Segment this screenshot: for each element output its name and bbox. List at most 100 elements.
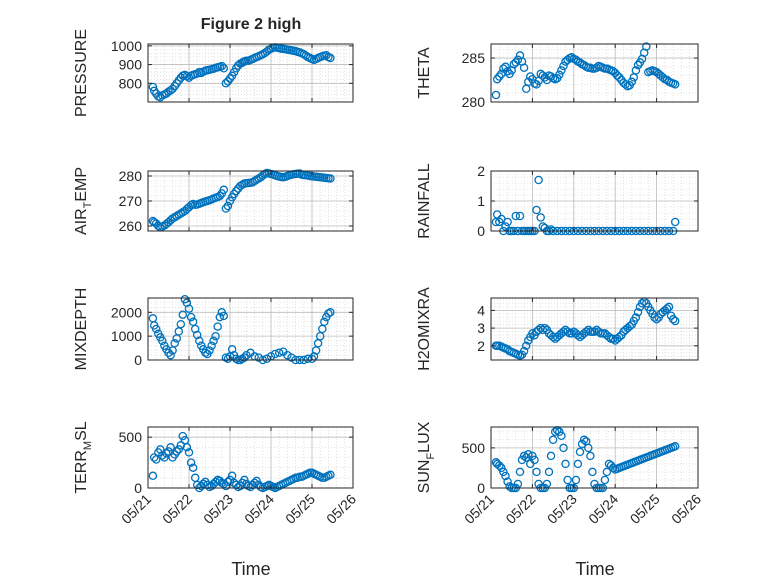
data-point xyxy=(223,477,233,487)
y-tick-label: 500 xyxy=(462,440,486,456)
y-tick-label: 0 xyxy=(134,480,142,496)
data-point xyxy=(184,304,194,313)
data-point xyxy=(608,66,618,76)
y-tick-label: 280 xyxy=(119,168,143,184)
y-axis-label: H2OMIXRA xyxy=(416,287,433,371)
axes-box xyxy=(490,297,699,361)
data-point xyxy=(252,175,261,185)
subplot-air-temp: 260 270 280 AIRTEMP xyxy=(73,167,354,235)
data-point xyxy=(283,350,292,360)
data-point xyxy=(501,62,510,72)
data-point xyxy=(563,327,572,336)
data-point xyxy=(497,463,506,473)
data-point xyxy=(555,427,564,437)
data-point xyxy=(532,467,541,477)
data-point xyxy=(555,70,564,80)
data-point xyxy=(670,80,680,89)
data-point xyxy=(536,213,545,222)
subplot-mixdepth: 0 1000 2000 MIXDEPTH xyxy=(73,288,354,370)
data-point xyxy=(627,77,637,87)
data-point xyxy=(519,346,529,356)
subplot-h2omixra: 2 3 4 H2OMIXRA xyxy=(416,287,699,371)
data-point xyxy=(242,350,251,360)
data-point xyxy=(588,467,597,477)
data-point xyxy=(557,431,566,441)
data-point xyxy=(254,353,263,362)
y-axis-label: THETA xyxy=(416,47,433,99)
data-point xyxy=(238,180,247,190)
y-tick-label: 3 xyxy=(477,320,485,336)
y-tick-label: 2 xyxy=(477,163,485,179)
figure-title: Figure 2 high xyxy=(201,16,301,33)
y-tick-label: 900 xyxy=(119,57,143,73)
data-point xyxy=(528,451,537,461)
data-point xyxy=(544,467,554,477)
y-axis-label: PRESSURE xyxy=(73,29,90,117)
data-point xyxy=(513,55,523,65)
y-tick-label: 2 xyxy=(477,338,485,354)
data-point xyxy=(219,64,229,73)
axes-box xyxy=(490,43,699,103)
y-axis-label: SUNFLUX xyxy=(416,421,437,493)
data-point xyxy=(240,475,249,485)
data-point xyxy=(608,463,618,473)
data-point xyxy=(160,453,169,462)
data-point xyxy=(166,443,175,452)
data-point xyxy=(573,459,583,469)
data-point xyxy=(546,451,556,461)
data-point xyxy=(642,42,651,51)
data-point xyxy=(652,315,661,324)
data-point xyxy=(217,61,227,71)
data-point xyxy=(207,341,216,350)
data-point xyxy=(631,66,641,75)
data-point xyxy=(186,312,196,322)
data-point xyxy=(184,448,194,457)
data-point xyxy=(524,450,533,459)
subplot-rainfall: 0 1 2 RAINFALL xyxy=(416,163,699,239)
data-point xyxy=(670,316,680,326)
y-tick-label: 500 xyxy=(119,429,143,445)
series-markers xyxy=(491,297,680,360)
data-point xyxy=(668,315,678,324)
data-point xyxy=(662,304,672,313)
data-point xyxy=(158,451,167,460)
data-point xyxy=(154,221,163,231)
data-point xyxy=(148,471,158,481)
data-point xyxy=(586,451,595,461)
data-point xyxy=(584,443,593,453)
y-tick-label: 0 xyxy=(477,480,485,496)
data-point xyxy=(326,308,335,317)
data-point xyxy=(550,427,560,437)
data-point xyxy=(495,72,504,81)
data-point xyxy=(250,478,259,488)
data-point xyxy=(625,322,634,331)
data-point xyxy=(221,204,231,213)
y-tick-label: 4 xyxy=(477,302,485,318)
data-point xyxy=(501,471,510,481)
data-point xyxy=(658,73,668,82)
data-point xyxy=(219,311,229,321)
y-tick-label: 0 xyxy=(134,352,142,368)
y-tick-label: 285 xyxy=(462,50,486,66)
y-tick-label: 260 xyxy=(119,218,143,234)
data-point xyxy=(530,455,539,465)
data-point xyxy=(176,319,186,329)
data-point xyxy=(326,470,335,480)
y-tick-label: 1000 xyxy=(111,38,142,54)
data-point xyxy=(519,451,529,461)
data-point xyxy=(615,332,624,342)
data-point xyxy=(557,66,566,75)
data-point xyxy=(579,435,589,445)
subplot-pressure: 800 900 1000 PRESSURE xyxy=(73,29,354,117)
y-tick-label: 270 xyxy=(119,193,143,209)
data-point xyxy=(600,475,610,485)
axes-box xyxy=(147,426,354,489)
data-point xyxy=(499,64,508,73)
data-point xyxy=(219,185,229,195)
x-axis-label-left: Time xyxy=(231,559,270,579)
data-point xyxy=(515,211,525,221)
data-point xyxy=(650,313,659,322)
data-point xyxy=(274,348,284,358)
data-point xyxy=(515,467,525,477)
